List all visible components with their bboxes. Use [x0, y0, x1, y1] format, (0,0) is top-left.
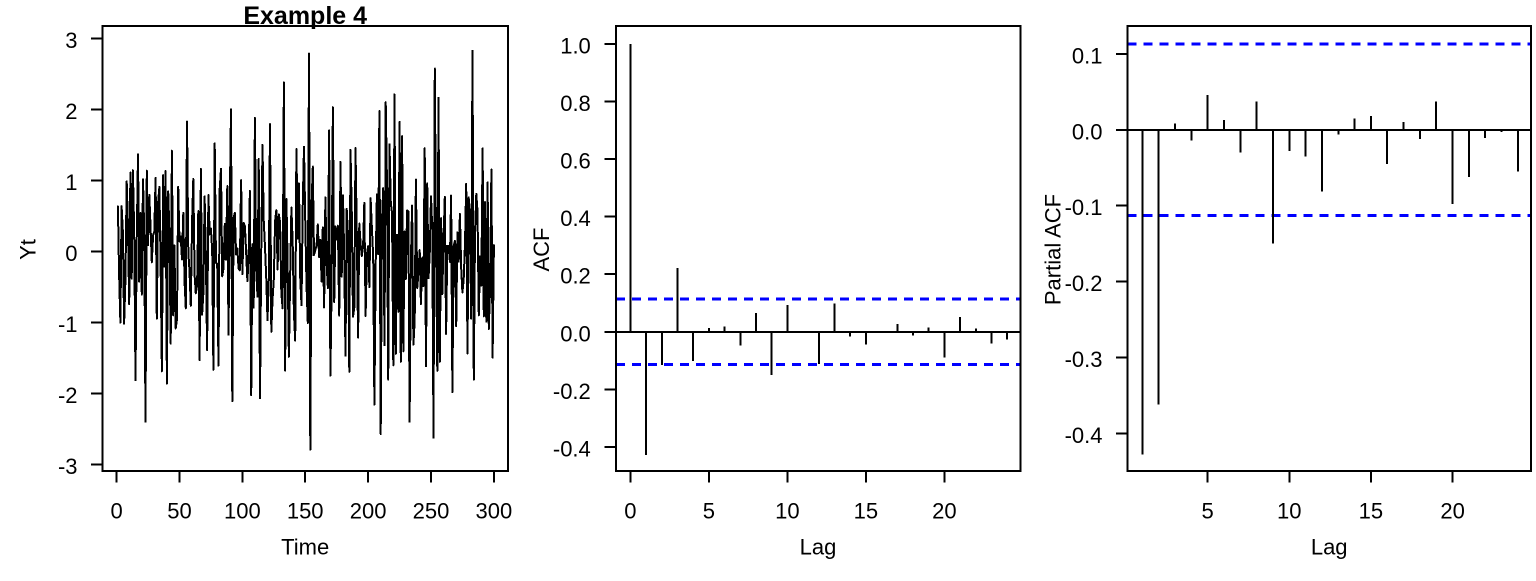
svg-text:0.0: 0.0	[560, 321, 591, 346]
svg-text:10: 10	[1277, 498, 1301, 523]
svg-text:0.1: 0.1	[1072, 43, 1103, 68]
svg-text:-3: -3	[58, 454, 78, 479]
svg-text:2: 2	[65, 99, 77, 124]
svg-text:0: 0	[110, 498, 122, 523]
svg-text:0.8: 0.8	[560, 91, 591, 116]
svg-text:ACF: ACF	[529, 228, 554, 272]
svg-text:-0.2: -0.2	[1065, 271, 1103, 296]
svg-text:15: 15	[854, 498, 878, 523]
svg-text:Lag: Lag	[1311, 535, 1348, 560]
svg-text:300: 300	[476, 498, 513, 523]
svg-text:3: 3	[65, 28, 77, 53]
svg-text:0.0: 0.0	[1072, 119, 1103, 144]
svg-text:Yt: Yt	[16, 239, 41, 260]
svg-text:200: 200	[350, 498, 387, 523]
svg-text:5: 5	[1201, 498, 1213, 523]
svg-text:1: 1	[65, 170, 77, 195]
svg-text:0.4: 0.4	[560, 206, 591, 231]
svg-text:0.6: 0.6	[560, 149, 591, 174]
svg-text:0: 0	[624, 498, 636, 523]
svg-text:-2: -2	[58, 383, 78, 408]
svg-text:20: 20	[1440, 498, 1464, 523]
svg-text:-0.4: -0.4	[553, 437, 591, 462]
svg-text:5: 5	[703, 498, 715, 523]
svg-text:0: 0	[65, 241, 77, 266]
svg-text:Lag: Lag	[800, 535, 837, 560]
svg-text:250: 250	[413, 498, 450, 523]
svg-text:-0.4: -0.4	[1065, 423, 1103, 448]
svg-text:100: 100	[224, 498, 261, 523]
svg-text:15: 15	[1359, 498, 1383, 523]
svg-text:20: 20	[932, 498, 956, 523]
svg-text:-0.3: -0.3	[1065, 347, 1103, 372]
svg-text:0.2: 0.2	[560, 264, 591, 289]
svg-text:150: 150	[287, 498, 324, 523]
svg-text:1.0: 1.0	[560, 33, 591, 58]
svg-text:10: 10	[775, 498, 799, 523]
svg-text:Time: Time	[281, 535, 329, 560]
svg-text:50: 50	[167, 498, 191, 523]
svg-text:-1: -1	[58, 312, 78, 337]
svg-text:Partial ACF: Partial ACF	[1041, 194, 1066, 305]
svg-text:Example 4: Example 4	[243, 2, 367, 30]
svg-text:-0.1: -0.1	[1065, 195, 1103, 220]
svg-text:-0.2: -0.2	[553, 379, 591, 404]
